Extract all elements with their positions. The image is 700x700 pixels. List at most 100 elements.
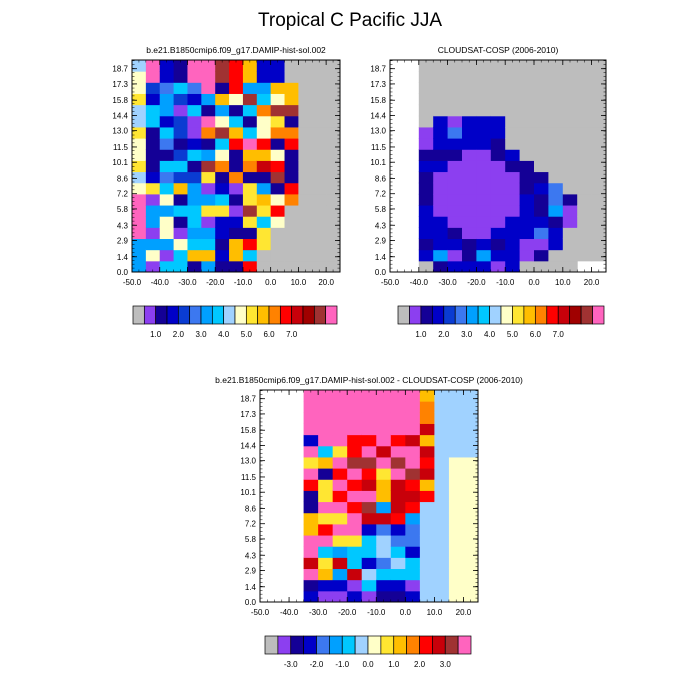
heatmap-cell xyxy=(376,390,392,402)
heatmap-cell xyxy=(462,60,477,72)
heatmap-cell xyxy=(591,82,607,94)
y-tick-label: 17.3 xyxy=(112,80,128,89)
heatmap-cell xyxy=(448,535,464,547)
colorbar-label: 4.0 xyxy=(484,330,496,339)
heatmap-cell xyxy=(215,193,230,206)
heatmap-cell xyxy=(361,512,377,525)
heatmap-cell xyxy=(332,401,348,413)
heatmap-cell xyxy=(591,216,607,228)
heatmap-cell xyxy=(332,412,348,424)
heatmap-cell xyxy=(303,568,319,581)
heatmap-cell xyxy=(434,434,450,447)
heatmap-cell xyxy=(303,590,319,603)
heatmap-cell xyxy=(132,71,147,83)
heatmap-cell xyxy=(347,412,363,424)
heatmap-cell xyxy=(548,182,564,195)
heatmap-cell xyxy=(548,126,564,139)
heatmap-cell xyxy=(347,479,363,491)
colorbar-swatch xyxy=(316,635,330,655)
heatmap-cell xyxy=(318,412,334,424)
heatmap-cell xyxy=(390,423,406,436)
heatmap-cell xyxy=(405,445,421,458)
heatmap-cell xyxy=(476,71,492,83)
heatmap-cell xyxy=(270,193,286,206)
heatmap-cell xyxy=(447,93,463,106)
colorbar-label: -1.0 xyxy=(335,660,349,669)
heatmap-cell xyxy=(284,104,299,117)
heatmap-cell xyxy=(187,104,202,117)
panel-title: b.e21.B1850cmip6.f09_g17.DAMIP-hist-sol.… xyxy=(215,375,523,385)
heatmap-cell xyxy=(562,205,578,217)
heatmap-cell xyxy=(534,82,549,94)
heatmap-cell xyxy=(448,490,464,503)
heatmap-cell xyxy=(548,160,564,173)
heatmap-cell xyxy=(591,115,607,128)
y-tick-label: 15.8 xyxy=(370,96,386,105)
x-tick-label: 20.0 xyxy=(584,278,600,287)
heatmap-cell xyxy=(256,149,272,161)
heatmap-cell xyxy=(534,104,549,117)
heatmap-cell xyxy=(173,227,188,240)
heatmap-cell xyxy=(303,579,319,592)
y-tick-label: 13.0 xyxy=(370,127,386,136)
heatmap-cell xyxy=(390,434,406,447)
heatmap-cell xyxy=(390,479,406,491)
heatmap-cell xyxy=(376,434,392,447)
heatmap-cell xyxy=(577,71,593,83)
heatmap-cell xyxy=(229,93,244,106)
heatmap-cell xyxy=(390,568,406,581)
heatmap-cell xyxy=(326,160,341,173)
heatmap-cell xyxy=(201,71,216,83)
colorbar-swatch xyxy=(367,635,382,655)
heatmap-cell xyxy=(298,205,313,217)
heatmap-cell xyxy=(187,60,202,72)
colorbar-swatch xyxy=(303,635,317,655)
heatmap-cell xyxy=(418,260,434,273)
heatmap-cell xyxy=(419,501,435,514)
heatmap-cell xyxy=(534,71,549,83)
heatmap-cell xyxy=(298,227,313,240)
heatmap-cell xyxy=(312,71,327,83)
heatmap-cell xyxy=(201,171,216,184)
heatmap-cell xyxy=(447,193,463,206)
heatmap-cell xyxy=(448,445,464,458)
heatmap-cell xyxy=(347,590,363,603)
heatmap-cell xyxy=(505,238,521,251)
heatmap-cell xyxy=(490,160,506,173)
colorbar-swatch xyxy=(409,305,422,325)
heatmap-cell xyxy=(132,60,147,72)
heatmap-cell xyxy=(390,468,406,480)
colorbar-swatch xyxy=(245,305,259,325)
heatmap-cell xyxy=(448,568,464,581)
heatmap-cell xyxy=(256,193,272,206)
heatmap-cell xyxy=(332,568,348,581)
heatmap-cell xyxy=(591,160,607,173)
heatmap-cell xyxy=(376,557,392,570)
heatmap-cell xyxy=(433,238,449,251)
heatmap-cell xyxy=(434,568,450,581)
heatmap-cell xyxy=(376,590,392,603)
heatmap-cell xyxy=(132,160,147,173)
heatmap-cell xyxy=(462,160,477,173)
heatmap-cell xyxy=(418,171,434,184)
colorbar: 1.0 2.0 3.0 4.0 5.0 6.0 7.0 xyxy=(397,305,605,339)
heatmap-cell xyxy=(591,71,607,83)
heatmap-cell xyxy=(433,260,449,273)
x-tick-label: -40.0 xyxy=(280,608,299,617)
heatmap-cell xyxy=(562,138,578,150)
x-tick-label: 10.0 xyxy=(291,278,307,287)
colorbar-swatch xyxy=(329,635,343,655)
heatmap-cell xyxy=(332,468,348,480)
heatmap-cell xyxy=(298,126,313,139)
heatmap-cell xyxy=(318,501,334,514)
x-tick-label: 10.0 xyxy=(427,608,443,617)
heatmap-cell xyxy=(548,93,564,106)
heatmap-cell xyxy=(376,445,392,458)
y-tick-label: 5.8 xyxy=(245,535,257,544)
heatmap-cell xyxy=(229,115,244,128)
heatmap-cell xyxy=(405,456,421,469)
heatmap-cell xyxy=(519,138,535,150)
heatmap-cell xyxy=(505,93,521,106)
heatmap-cell xyxy=(270,238,286,251)
heatmap-cell xyxy=(361,401,377,413)
